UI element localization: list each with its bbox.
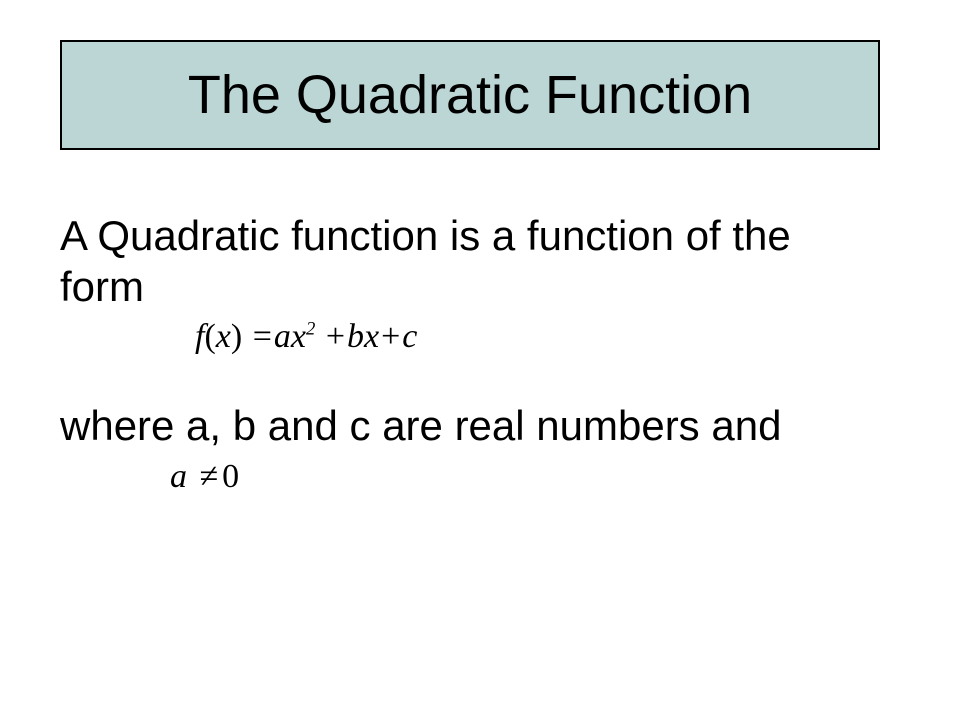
title-text: The Quadratic Function [188, 64, 752, 126]
formula-eq: = [253, 318, 272, 356]
formula-lhs-paren-close: ) [231, 318, 242, 356]
formula-c: c [402, 318, 417, 356]
condition-paragraph: where a, b and c are real numbers and [60, 400, 880, 451]
formula-x1: x [291, 318, 306, 356]
formula-b: b [347, 318, 364, 356]
formula-lhs-x: x [216, 318, 231, 356]
quadratic-formula: f(x) =ax2 +bx+c [195, 318, 417, 356]
formula-plus2: + [381, 318, 400, 356]
formula-lhs-f: f [195, 318, 204, 356]
formula-lhs-paren: ( [204, 318, 215, 356]
title-box: The Quadratic Function [60, 40, 880, 150]
condition-var: a [170, 458, 187, 496]
condition-op: ≠ [200, 458, 219, 496]
formula-exp: 2 [306, 319, 315, 340]
condition-rhs: 0 [222, 458, 239, 496]
formula-x2: x [364, 318, 379, 356]
formula-plus1: + [326, 318, 345, 356]
condition-expression: a ≠0 [170, 458, 239, 496]
intro-paragraph: A Quadratic function is a function of th… [60, 210, 880, 312]
formula-a: a [274, 318, 291, 356]
